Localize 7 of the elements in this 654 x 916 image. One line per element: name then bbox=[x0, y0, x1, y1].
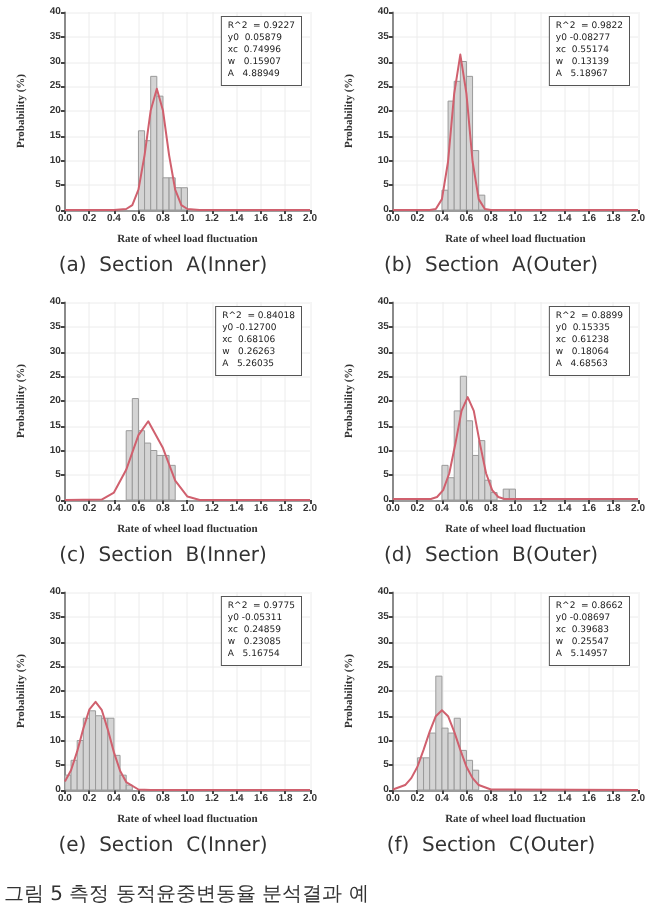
text: (f) Section C(Outer) bbox=[386, 835, 596, 857]
text: (c) Section B(Inner) bbox=[59, 545, 267, 567]
text: (d) Section B(Outer) bbox=[383, 545, 599, 567]
text: (a) Section A(Inner) bbox=[58, 255, 268, 277]
caption: 그림 5 측정 동적윤중변동율 분석결과 예 bbox=[4, 882, 369, 908]
text: (b) Section A(Outer) bbox=[383, 255, 599, 277]
text: (e) Section C(Inner) bbox=[58, 835, 268, 857]
